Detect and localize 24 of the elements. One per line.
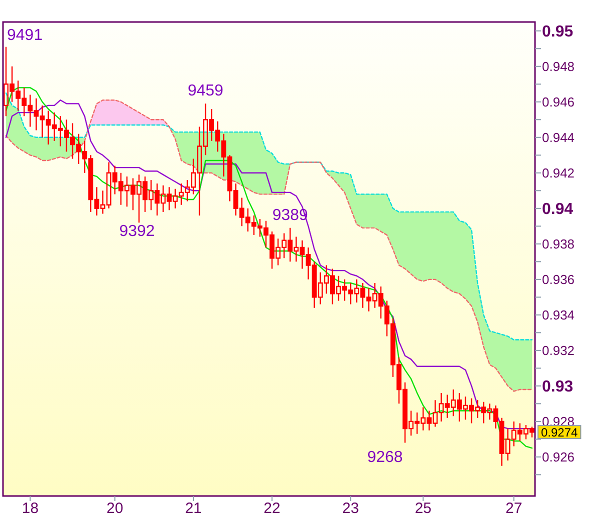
annotation: 9459	[188, 82, 224, 100]
text: 0.9274	[541, 425, 578, 440]
x-tick-label: 25	[414, 500, 432, 517]
y-tick-label: 0.94	[542, 201, 574, 218]
x-tick-label: 20	[106, 500, 124, 517]
annotation: 9491	[7, 27, 43, 44]
x-tick-label: 18	[22, 500, 39, 517]
y-tick-label: 0.95	[542, 23, 574, 40]
y-tick-label: 0.93	[542, 378, 574, 396]
y-tick-label: 0.934	[542, 307, 575, 322]
y-tick-label: 0.948	[542, 58, 575, 74]
y-tick-label: 0.938	[542, 236, 575, 252]
y-tick-label: 0.944	[542, 130, 575, 145]
annotation: 9268	[367, 449, 403, 466]
x-tick-label: 27	[505, 500, 522, 517]
x-tick-label: 21	[185, 500, 202, 517]
y-tick-label: 0.946	[542, 94, 575, 110]
y-tick-label: 0.936	[542, 272, 575, 287]
x-tick-label: 23	[342, 500, 359, 517]
y-tick-label: 0.942	[542, 165, 575, 180]
x-tick-label: 22	[264, 500, 280, 517]
y-tick-label: 0.932	[542, 342, 575, 358]
annotation: 9392	[119, 223, 155, 240]
y-tick-label: 0.926	[542, 449, 575, 464]
